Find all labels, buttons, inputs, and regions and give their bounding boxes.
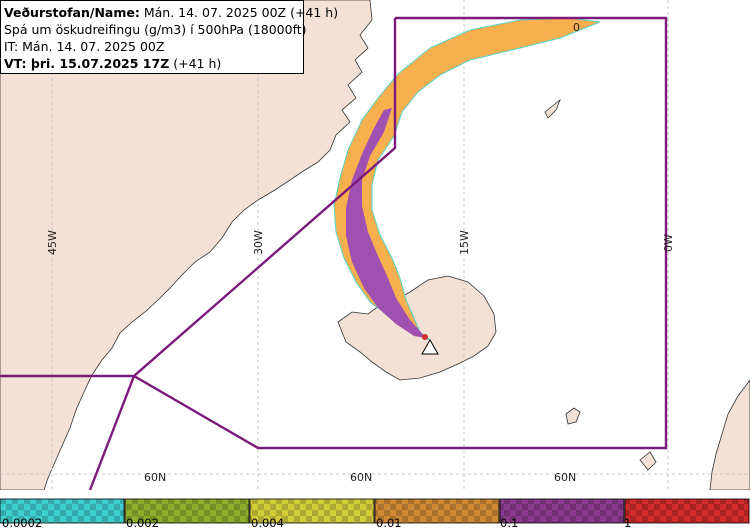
info-issuer-time: Mán. 14. 07. 2025 00Z (+41 h) [139,5,339,20]
lon-label-15w: 15W [458,230,471,255]
legend-swatch-pattern-1 [125,499,249,523]
lat-label-60n-3: 60N [554,471,576,484]
lon-label-45w: 45W [46,230,59,255]
info-product: Spá um öskudreifingu (g/m3) í 500hPa (18… [4,22,307,37]
info-issuer-label: Veðurstofan/Name: [4,5,140,20]
shetland-land [639,451,657,471]
legend-tick-0: 0.0002 [2,516,43,530]
legend-swatch-pattern-5 [625,499,749,523]
legend-swatch-pattern-2 [250,499,374,523]
jan-mayen-land [544,98,561,119]
legend-tick-5: 1 [624,516,632,530]
legend-tick-1: 0.002 [126,516,159,530]
lat-label-60n-2: 60N [350,471,372,484]
legend-swatch-pattern-3 [375,499,499,523]
volcano-icon [421,338,439,355]
info-valid-time-label: VT: þri. 15.07.2025 17Z [4,56,170,71]
graticule [0,0,750,490]
legend-tick-3: 0.01 [376,516,402,530]
legend-tick-4: 0.1 [500,516,519,530]
volcano-source-dot [422,334,428,340]
map-canvas: 0 45W 30W 15W 0W 60N 60N 60N [0,0,750,490]
forecast-info-box: Veðurstofan/Name: Mán. 14. 07. 2025 00Z … [0,0,338,74]
legend-swatch-pattern-4 [500,499,624,523]
lon-label-30w: 30W [252,230,265,255]
legend-swatch-pattern-0 [0,499,124,523]
greenland-land [0,0,373,490]
info-issue-time: IT: Mán. 14. 07. 2025 00Z [4,39,165,54]
norway-land [709,379,750,490]
info-valid-offset: (+41 h) [169,56,222,71]
legend-tick-2: 0.004 [251,516,284,530]
faroe-land [565,407,581,425]
airspace-boundaries [0,16,668,490]
legend-tick-labels: 0.0002 0.002 0.004 0.01 0.1 1 [0,516,750,532]
plume-marker-label: 0 [573,21,580,34]
lat-label-60n-1: 60N [144,471,166,484]
ash-plume-high [346,108,426,338]
concentration-legend-bar [0,498,750,524]
lon-label-0w: 0W [662,234,675,252]
